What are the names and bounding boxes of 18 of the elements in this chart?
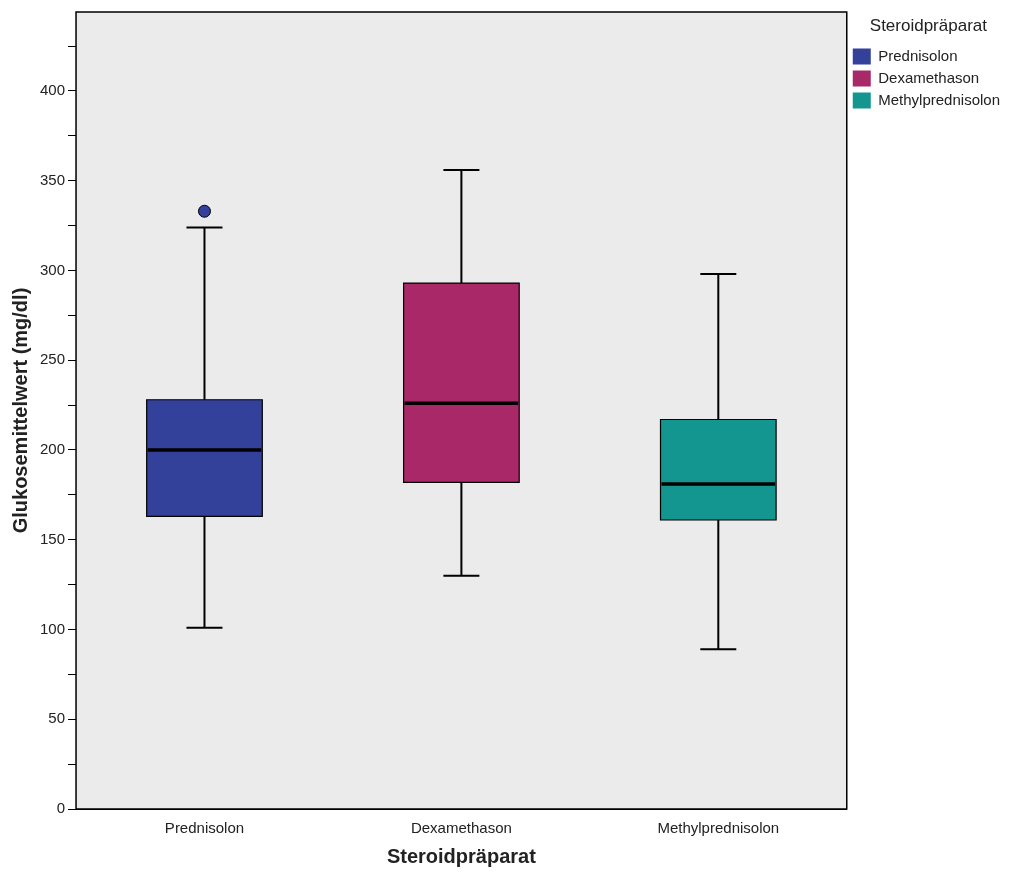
x-tick-label: Prednisolon [164,819,245,837]
y-axis-title: Glukosemittelwert (mg/dl) [8,287,31,534]
y-tick-label: 50 [48,709,66,727]
legend-label: Methylprednisolon [878,90,1001,108]
x-axis-title: Steroidpräparat [386,844,537,867]
y-tick-label: 350 [40,170,66,188]
y-tick-label: 100 [40,619,66,637]
x-tick-label: Methylprednisolon [657,819,780,837]
x-tick-label: Dexamethason [410,819,512,837]
legend-title: Steroidpräparat [869,16,988,36]
y-tick-label: 250 [40,350,66,368]
legend-label: Prednisolon [878,46,958,64]
y-tick-label: 150 [40,529,66,547]
y-tick-label: 400 [40,81,66,99]
legend-label: Dexamethason [878,68,980,86]
y-tick-label: 0 [56,799,66,817]
y-tick-label: 200 [40,440,66,458]
y-tick-label: 300 [40,260,66,278]
